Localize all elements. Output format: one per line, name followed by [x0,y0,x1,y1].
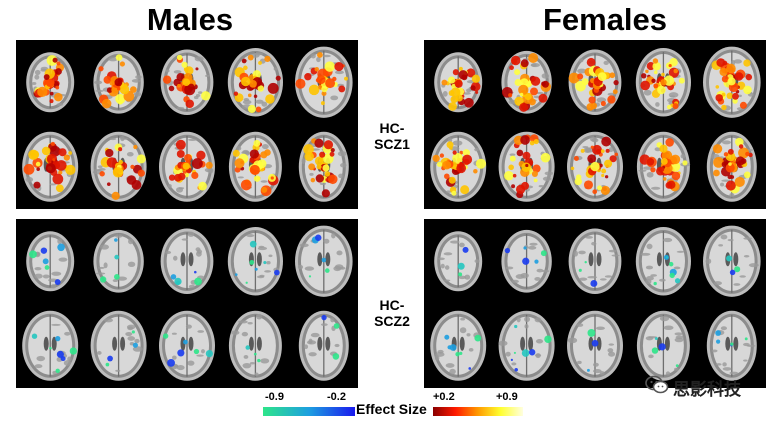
brain-slice [295,46,353,118]
brain-slice [295,225,353,297]
males-title: Males [146,2,234,37]
brain-slice [434,52,483,113]
effect-size-legend: -0.9 -0.2 Effect Size +0.2 +0.9 [263,390,525,420]
brain-slice [636,310,690,381]
panel-females-hc-scz2 [424,219,766,388]
brain-slice [635,48,691,117]
brain-slice [706,310,757,381]
brain-slice [430,131,487,202]
legend-pos-min: +0.2 [433,391,455,403]
brain-slice [160,49,214,116]
wechat-icon [645,375,669,400]
panel-males-hc-scz2 [16,219,358,388]
brain-slice [498,310,555,381]
legend-caption: Effect Size [356,401,427,417]
brain-slices-males-scz1 [22,46,353,202]
brain-slices-females-scz2 [430,225,761,381]
females-title: Females [542,2,668,37]
brain-slice [93,50,144,114]
brain-slice [501,50,552,114]
brain-slice [93,229,144,293]
brain-slice [228,310,282,381]
brain-slice [159,131,215,202]
positive-colorbar [433,407,523,416]
brain-slice [228,131,282,202]
brain-slice [434,231,483,292]
legend-neg-min: -0.9 [265,391,284,403]
row-label-hc-scz1: HC-SCZ1 [374,120,410,152]
brain-slice [567,310,623,381]
brain-slice [227,48,283,117]
brain-slice [568,228,622,295]
brain-slice [498,131,555,202]
brain-slice [26,52,75,113]
panel-males-hc-scz1 [16,40,358,209]
brain-slice [568,49,622,116]
legend-neg-max: -0.2 [327,391,346,403]
row-label-hc-scz2: HC-SCZ2 [374,297,410,329]
brain-slice [90,310,147,381]
negative-colorbar [263,407,355,416]
brain-slice [298,131,349,202]
brain-slice [501,229,552,293]
watermark: 思影科技 [645,375,741,400]
brain-slice [703,46,761,118]
brain-slice [22,131,79,202]
brain-slice [160,228,214,295]
brain-slice [22,310,79,381]
brain-slice [26,231,75,292]
panel-females-hc-scz1 [424,40,766,209]
brain-slice [636,131,691,202]
brain-slice [703,225,761,297]
brain-slice [706,131,757,202]
brain-slice [298,310,349,381]
watermark-text: 思影科技 [673,380,741,399]
brain-slice [567,131,623,202]
brain-slice [430,310,487,381]
brain-slice [159,310,215,381]
brain-slices-females-scz1 [430,46,761,202]
legend-pos-max: +0.9 [496,391,518,403]
brain-slice [90,131,147,202]
brain-slices-males-scz2 [22,225,353,381]
brain-slice [635,227,691,296]
brain-slice [227,227,283,296]
